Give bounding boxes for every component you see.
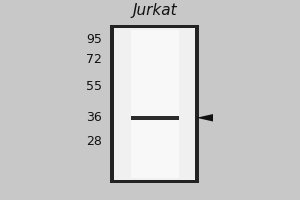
Text: 72: 72 — [86, 53, 102, 66]
Text: 55: 55 — [86, 80, 102, 93]
Text: 95: 95 — [86, 33, 102, 46]
Text: 28: 28 — [86, 135, 102, 148]
Bar — [110, 25, 199, 183]
Text: Jurkat: Jurkat — [132, 3, 177, 18]
Text: 36: 36 — [86, 111, 102, 124]
Bar — [130, 116, 178, 120]
Bar — [130, 30, 178, 178]
Polygon shape — [196, 114, 213, 121]
Bar — [114, 28, 195, 180]
